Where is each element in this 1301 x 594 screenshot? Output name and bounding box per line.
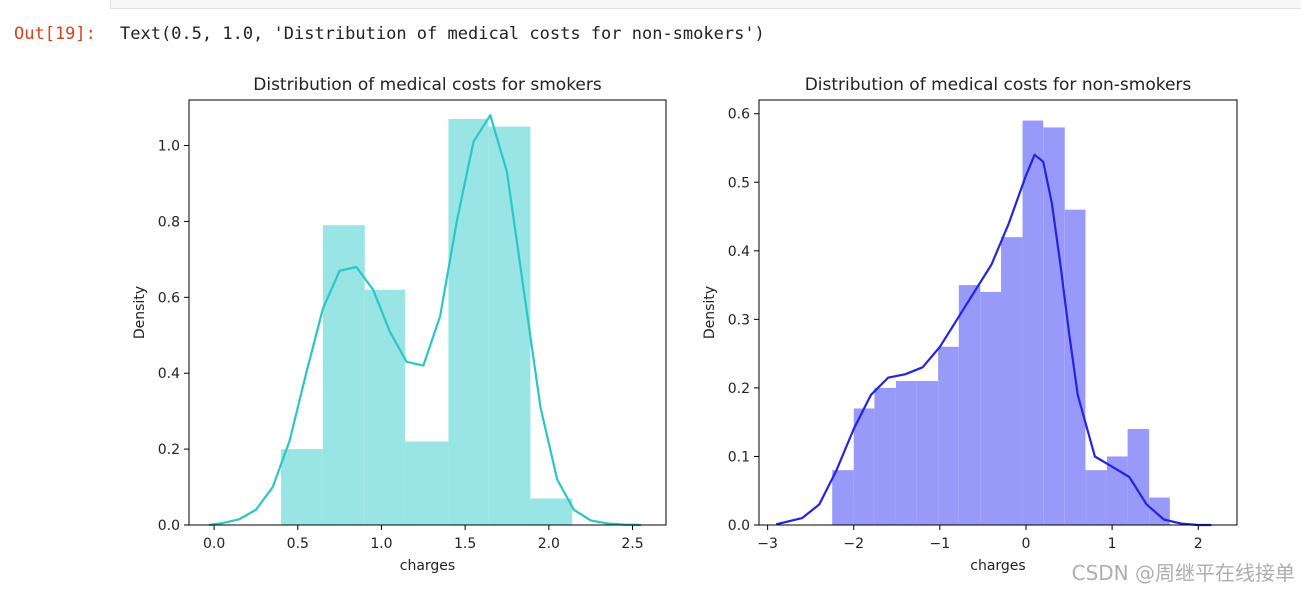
hist-bar-10 — [1022, 120, 1044, 525]
x-tick-label: 2.5 — [621, 536, 643, 552]
x-tick-label: −3 — [757, 536, 778, 552]
hist-bar-5 — [448, 118, 489, 526]
kde-line — [775, 153, 1212, 527]
input-cell-border — [110, 0, 1301, 9]
hist-bar-1 — [281, 449, 323, 525]
hist-bar-9 — [1001, 237, 1023, 525]
y-tick-label: 0.4 — [728, 244, 750, 260]
y-tick-label: 0.6 — [158, 290, 180, 306]
y-tick-label: 0.1 — [728, 449, 750, 465]
watermark: CSDN @周继平在线接单 — [1071, 561, 1295, 585]
chart-title: Distribution of medical costs for smoker… — [253, 75, 602, 95]
hist-bar-2 — [853, 408, 875, 525]
x-axis-label: charges — [970, 558, 1025, 574]
x-tick-label: −1 — [930, 536, 951, 552]
hist-bar-7 — [530, 498, 573, 525]
x-tick-label: 1.0 — [370, 536, 392, 552]
kde-line — [208, 114, 641, 527]
y-tick-label: 0.5 — [728, 175, 750, 191]
hist-bar-4 — [404, 441, 449, 525]
hist-bar-11 — [1043, 127, 1065, 525]
x-tick-label: 0 — [1022, 536, 1031, 552]
chart-title: Distribution of medical costs for non-sm… — [805, 75, 1192, 95]
y-tick-label: 0.6 — [728, 107, 750, 123]
hist-bar-1 — [832, 470, 854, 525]
output-prompt: Out[19]: — [14, 24, 96, 44]
hist-bar-3 — [364, 289, 405, 525]
chart-1: 0.0 0.5 1.0 1.5 2.0 2.5 0.0 0.2 0.4 0.6 0.8 1.0 Dist… — [132, 75, 667, 574]
axes-frame — [188, 99, 667, 526]
y-tick-label: 1.0 — [158, 139, 180, 155]
output-text: Text(0.5, 1.0, 'Distribution of medical … — [120, 24, 765, 44]
x-tick-label: 2.0 — [538, 536, 560, 552]
y-axis-label: Density — [132, 286, 148, 339]
y-tick-label: 0.0 — [158, 518, 180, 534]
x-tick-label: 2 — [1194, 536, 1203, 552]
hist-bar-15 — [1127, 429, 1150, 525]
hist-bar-7 — [958, 285, 981, 525]
hist-bar-8 — [980, 291, 1002, 525]
hist-bar-13 — [1085, 470, 1107, 525]
x-tick-label: 0.5 — [287, 536, 309, 552]
y-tick-label: 0.4 — [158, 366, 180, 382]
axes-frame — [758, 99, 1238, 526]
y-tick-label: 0.2 — [728, 381, 750, 397]
y-tick-label: 0.3 — [728, 312, 750, 328]
hist-bar-4 — [895, 381, 917, 525]
y-axis-label: Density — [702, 286, 718, 339]
y-tick-label: 0.2 — [158, 442, 180, 458]
hist-bar-12 — [1064, 209, 1086, 525]
hist-bar-5 — [916, 381, 939, 525]
hist-bar-3 — [874, 387, 896, 525]
hist-bar-6 — [938, 346, 959, 525]
x-tick-label: 0.0 — [203, 536, 225, 552]
x-tick-label: −2 — [843, 536, 864, 552]
hist-bar-2 — [322, 225, 365, 526]
x-axis-label: charges — [400, 558, 455, 574]
output-row: Out[19]: Text(0.5, 1.0, 'Distribution of… — [14, 20, 765, 48]
x-tick-label: 1.5 — [454, 536, 476, 552]
hist-bar-16 — [1149, 497, 1170, 525]
chart-2: −3 −2 −1 0 1 2 0.0 0.1 0.2 0.3 0.4 0.5 0.6 Distributi… — [702, 75, 1238, 574]
figure: 0.0 0.5 1.0 1.5 2.0 2.5 0.0 0.2 0.4 0.6 0.8 1.0 Dist… — [132, 75, 1238, 574]
x-tick-label: 1 — [1108, 536, 1117, 552]
y-tick-label: 0.8 — [158, 214, 180, 230]
y-tick-label: 0.0 — [728, 518, 750, 534]
